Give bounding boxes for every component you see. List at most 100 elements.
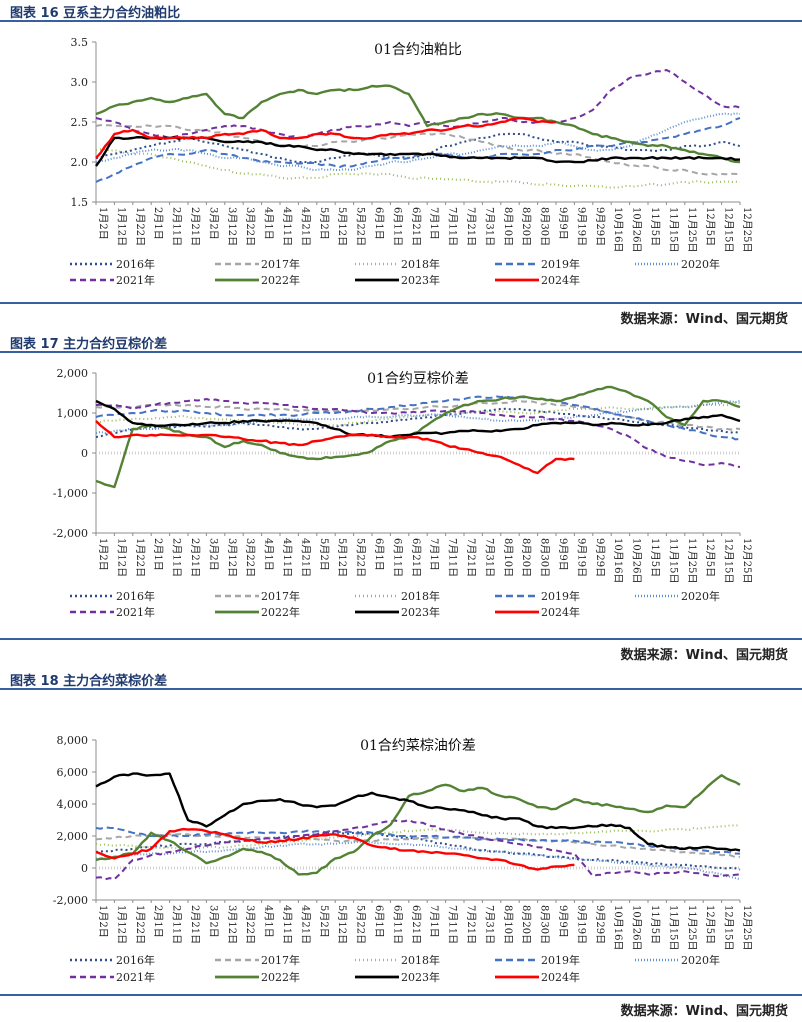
legend-label: 2017年 (261, 589, 300, 603)
x-tick-label: 8月30日 (539, 538, 551, 577)
legend-label: 2024年 (541, 605, 580, 619)
legend-label: 2021年 (116, 605, 155, 619)
legend-label: 2018年 (401, 257, 440, 271)
figure-17-source: 数据来源：Wind、国元期货 (0, 638, 802, 666)
x-tick-label: 4月11日 (281, 538, 293, 577)
x-tick-label: 9月29日 (594, 538, 606, 577)
series-line-2016年 (95, 831, 741, 871)
series-line-2024年 (95, 116, 557, 159)
x-tick-label: 7月21日 (465, 207, 477, 246)
x-tick-label: 6月21日 (410, 207, 422, 246)
x-tick-label: 9月29日 (594, 207, 606, 246)
x-tick-label: 2月11日 (171, 207, 183, 246)
x-tick-label: 11月5日 (649, 905, 661, 944)
x-tick-label: 6月1日 (373, 538, 385, 571)
x-tick-label: 1月22日 (134, 207, 146, 246)
source-text: 数据来源：Wind、国元期货 (620, 1004, 788, 1019)
x-tick-label: 10月16日 (612, 538, 624, 583)
x-tick-label: 2月11日 (171, 538, 183, 577)
legend-label: 2020年 (681, 589, 720, 603)
x-tick-label: 4月1日 (263, 538, 275, 571)
x-tick-label: 7月1日 (428, 207, 440, 240)
series-line-2019年 (95, 826, 741, 855)
legend-label: 2018年 (401, 589, 440, 603)
figure-18-header: 图表 18 主力合约菜棕价差 (0, 668, 802, 690)
x-tick-label: 8月10日 (502, 207, 514, 246)
x-tick-label: 11月25日 (686, 207, 698, 252)
x-tick-label: 1月2日 (97, 207, 109, 240)
chart-title: 01合约油粕比 (374, 42, 462, 58)
x-tick-label: 5月22日 (355, 538, 367, 577)
x-tick-label: 5月2日 (318, 207, 330, 240)
x-tick-label: 1月2日 (97, 905, 109, 938)
chart-oil-meal-ratio: 1.5 2.0 2.5 3.0 3.5 1月2日 1月12日 1月22日 2月1日 2月11日 2月… (70, 36, 753, 287)
x-tick-label: 4月21日 (299, 538, 311, 577)
legend-label: 2016年 (116, 257, 155, 271)
series-line-2018年 (95, 823, 741, 850)
legend-label: 2019年 (541, 953, 580, 967)
figure-caption: 图表 18 主力合约菜棕价差 (10, 674, 168, 689)
series-line-2016年 (95, 132, 741, 164)
x-tick-label: 8月20日 (520, 207, 532, 246)
series-line-2023年 (95, 399, 741, 439)
legend-label: 2022年 (261, 273, 300, 287)
x-tick-label: 6月1日 (373, 207, 385, 240)
x-tick-label: 7月11日 (447, 905, 459, 944)
source-rule (0, 302, 802, 304)
y-tick-label: 0 (81, 447, 88, 460)
x-tick-label: 7月31日 (483, 538, 495, 577)
series-line-2020年 (95, 112, 741, 172)
x-tick-label: 3月22日 (244, 538, 256, 577)
y-tick-label: 3.5 (71, 36, 89, 49)
x-tick-label: 3月12日 (226, 905, 238, 944)
x-tick-label: 5月2日 (318, 905, 330, 938)
x-tick-label: 3月22日 (244, 905, 256, 944)
source-rule (0, 994, 802, 996)
x-tick-label: 12月15日 (723, 905, 735, 950)
x-tick-label: 10月26日 (631, 207, 643, 252)
x-tick-label: 12月25日 (741, 207, 753, 252)
y-tick-label: 1,000 (57, 407, 89, 420)
x-tick-label: 9月9日 (557, 538, 569, 571)
legend-label: 2021年 (116, 273, 155, 287)
x-tick-label: 4月11日 (281, 905, 293, 944)
chart-title: 01合约菜棕油价差 (360, 738, 476, 754)
x-tick-label: 12月5日 (704, 905, 716, 944)
x-tick-label: 3月22日 (244, 207, 256, 246)
x-tick-label: 7月21日 (465, 538, 477, 577)
source-text: 数据来源：Wind、国元期货 (620, 312, 788, 327)
header-rule (0, 351, 802, 353)
x-tick-label: 7月31日 (483, 207, 495, 246)
x-tick-label: 9月9日 (557, 905, 569, 938)
x-tick-label: 6月11日 (391, 207, 403, 246)
x-tick-label: 2月1日 (152, 207, 164, 240)
legend-label: 2021年 (116, 970, 155, 984)
x-tick-label: 5月22日 (355, 905, 367, 944)
series-line-2022年 (95, 773, 741, 876)
x-tick-label: 11月15日 (667, 538, 679, 583)
series-line-2020年 (95, 400, 741, 434)
legend-label: 2024年 (541, 273, 580, 287)
legend-label: 2020年 (681, 953, 720, 967)
series-line-2024年 (95, 420, 575, 475)
x-tick-label: 7月1日 (428, 905, 440, 938)
series-line-2022年 (95, 84, 741, 164)
legend-label: 2023年 (401, 273, 440, 287)
figure-17-header: 图表 17 主力合约豆棕价差 (0, 331, 802, 353)
legend-label: 2017年 (261, 257, 300, 271)
figure-16-header: 图表 16 豆系主力合约油粕比 (0, 0, 802, 22)
x-tick-label: 11月5日 (649, 538, 661, 577)
x-tick-label: 8月30日 (539, 207, 551, 246)
series-line-2023年 (95, 772, 741, 852)
series-line-2017年 (95, 399, 741, 431)
x-tick-label: 3月12日 (226, 207, 238, 246)
x-tick-label: 5月22日 (355, 207, 367, 246)
series-line-2016年 (95, 407, 741, 438)
source-rule (0, 638, 802, 640)
figure-caption: 图表 16 豆系主力合约油粕比 (10, 6, 181, 21)
source-text: 数据来源：Wind、国元期货 (620, 648, 788, 663)
x-tick-label: 1月12日 (115, 207, 127, 246)
x-tick-label: 12月25日 (741, 538, 753, 583)
x-tick-label: 1月22日 (134, 538, 146, 577)
legend-label: 2024年 (541, 970, 580, 984)
